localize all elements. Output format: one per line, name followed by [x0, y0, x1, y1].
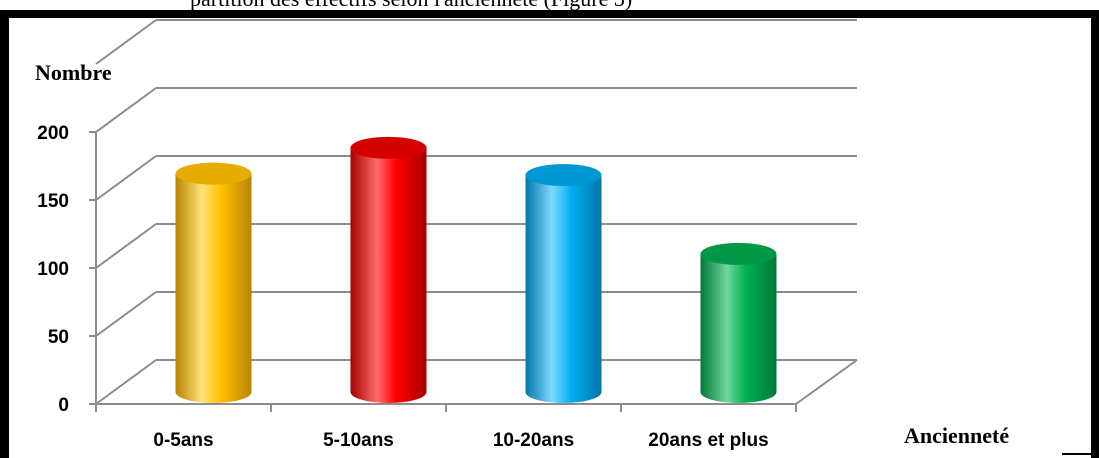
corner-line: [1062, 453, 1091, 455]
gridline-diagonal: [95, 291, 157, 337]
x-axis-title: Ancienneté: [904, 423, 1009, 448]
figure-caption: partition des effectifs selon l'ancienne…: [190, 0, 632, 12]
bar: [525, 164, 602, 403]
axis-layer: [89, 131, 858, 412]
gridline: [95, 19, 857, 65]
gridline-diagonal: [95, 155, 157, 201]
y-tick-label: 100: [37, 259, 69, 280]
y-tick-label: 200: [37, 123, 69, 144]
bar: [175, 162, 252, 403]
x-tick-label: 0-5ans: [153, 430, 213, 451]
caption-strip: partition des effectifs selon l'ancienne…: [0, 0, 1099, 12]
bar-body: [175, 173, 252, 403]
y-tick-label: 50: [48, 327, 69, 348]
bar: [350, 136, 427, 403]
gridline-diagonal: [95, 359, 157, 405]
bar-chart: Nombre Ancienneté 0 50 100 150 200 0-5ans 5-10…: [35, 19, 1009, 451]
x-tick-label: 10-20ans: [493, 430, 574, 451]
frame-right-border: [1091, 10, 1099, 458]
gridline-diagonal: [95, 223, 157, 269]
x-tick-label: 5-10ans: [323, 430, 394, 451]
bar-top: [525, 164, 602, 187]
gridline: [95, 87, 857, 133]
gridline-diagonal: [95, 19, 157, 65]
frame-top-border: [0, 10, 1099, 18]
chart-area: Nombre Ancienneté 0 50 100 150 200 0-5ans 5-10…: [9, 18, 1091, 458]
frame-left-border: [0, 10, 9, 458]
gridline: [95, 223, 857, 269]
y-axis-title: Nombre: [35, 60, 112, 85]
y-tick-label: 0: [58, 395, 69, 416]
bar-top: [700, 242, 777, 265]
bar-top: [175, 162, 252, 185]
y-tick-label: 150: [37, 191, 69, 212]
bar-top: [350, 136, 427, 159]
bar: [700, 242, 777, 403]
x-tick-label: 20ans et plus: [648, 430, 768, 451]
floor-right-edge: [795, 359, 858, 405]
bar-body: [525, 175, 602, 403]
bar-body: [700, 253, 777, 403]
bar-layer: [175, 136, 777, 403]
label-layer: Nombre Ancienneté 0 50 100 150 200 0-5ans 5-10…: [35, 60, 1009, 451]
gridline: [95, 155, 857, 201]
bar-body: [350, 147, 427, 403]
gridline-diagonal: [95, 87, 157, 133]
